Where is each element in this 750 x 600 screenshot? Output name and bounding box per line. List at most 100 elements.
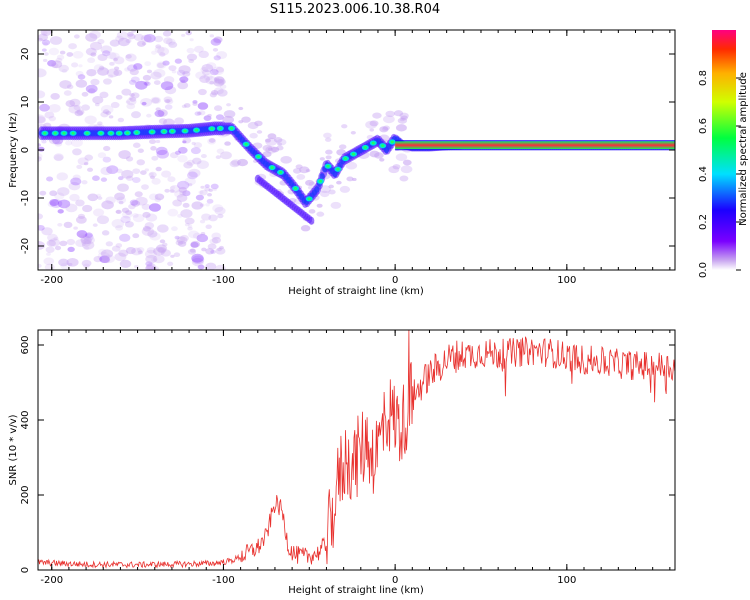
noise-speckle <box>114 66 120 71</box>
noise-speckle <box>75 79 88 88</box>
noise-speckle <box>90 52 97 57</box>
noise-speckle <box>222 115 235 124</box>
noise-speckle <box>118 37 130 47</box>
noise-speckle <box>134 191 143 198</box>
noise-speckle <box>182 71 191 77</box>
spectrogram-y-tick-label: 20 <box>20 48 31 61</box>
noise-speckle <box>51 63 59 69</box>
ridge-knot-core <box>218 127 222 130</box>
noise-speckle <box>188 58 195 64</box>
noise-speckle <box>209 80 214 85</box>
noise-speckle <box>182 190 191 197</box>
ridge-knot-core <box>183 129 187 133</box>
noise-speckle <box>137 250 143 255</box>
noise-speckle <box>132 233 140 239</box>
ridge-knot-core <box>43 131 47 135</box>
noise-speckle <box>197 111 202 116</box>
noise-speckle <box>72 50 84 59</box>
noise-speckle <box>174 117 185 125</box>
noise-speckle <box>277 142 283 146</box>
noise-speckle <box>176 69 186 76</box>
noise-speckle <box>129 199 139 206</box>
ridge-knot-core <box>62 131 66 135</box>
noise-speckle <box>183 103 191 108</box>
noise-speckle <box>141 42 147 46</box>
noise-speckle <box>170 254 175 258</box>
noise-speckle <box>101 50 111 57</box>
noise-speckle <box>146 263 156 270</box>
noise-speckle <box>186 53 198 61</box>
noise-speckle <box>187 183 193 187</box>
noise-speckle <box>341 124 348 129</box>
noise-speckle <box>42 42 49 47</box>
noise-speckle <box>82 263 90 269</box>
noise-speckle <box>90 78 100 86</box>
noise-speckle <box>205 203 210 207</box>
noise-speckle <box>210 249 216 254</box>
noise-speckle <box>78 233 86 239</box>
noise-speckle <box>179 190 187 196</box>
colorbar-tick-label: 0.8 <box>698 70 709 86</box>
noise-speckle <box>144 168 150 172</box>
noise-speckle <box>325 155 332 160</box>
noise-speckle <box>265 137 278 146</box>
noise-speckle <box>203 115 212 121</box>
noise-speckle <box>156 244 167 253</box>
noise-speckle <box>100 177 108 182</box>
noise-speckle <box>196 160 209 169</box>
noise-speckle <box>197 264 205 270</box>
noise-speckle <box>369 120 379 127</box>
noise-speckle <box>149 172 154 176</box>
noise-speckle <box>188 168 201 178</box>
noise-speckle <box>105 241 113 247</box>
noise-speckle <box>38 33 48 41</box>
noise-speckle <box>60 262 70 270</box>
noise-speckle <box>177 240 187 247</box>
colorbar: 0.0 0.2 0.4 0.6 0.8 Normalized spectral ampl… <box>698 30 749 278</box>
noise-speckle <box>85 47 97 56</box>
noise-speckle <box>145 254 158 264</box>
noise-speckle <box>98 248 107 255</box>
noise-speckle <box>87 57 96 64</box>
snr-ticks: -200 -100 0 100 0 200 400 600 <box>20 330 675 586</box>
noise-speckle <box>107 74 114 79</box>
noise-speckle <box>38 143 41 147</box>
noise-speckle <box>151 97 160 104</box>
ridge-knot-core <box>53 131 57 135</box>
noise-speckle <box>399 118 405 122</box>
noise-speckle <box>54 245 62 251</box>
noise-speckle <box>118 200 124 205</box>
noise-speckle <box>176 194 188 202</box>
noise-speckle <box>72 148 82 156</box>
noise-speckle <box>109 52 120 60</box>
noise-speckle <box>241 116 251 123</box>
noise-speckle <box>147 230 158 238</box>
snr-y-tick-label: 0 <box>20 567 31 573</box>
noise-speckle <box>125 246 136 255</box>
noise-speckle <box>46 239 56 247</box>
noise-speckle <box>201 69 211 76</box>
noise-speckle <box>395 153 408 161</box>
noise-speckle <box>38 224 45 231</box>
noise-speckle <box>172 199 183 207</box>
noise-speckle <box>215 66 225 73</box>
noise-speckle <box>164 86 177 95</box>
noise-speckle <box>208 188 213 192</box>
noise-speckle <box>117 183 129 192</box>
noise-speckle <box>79 234 90 242</box>
noise-speckle <box>328 184 334 189</box>
noise-speckle <box>164 188 170 193</box>
noise-speckle <box>156 61 167 69</box>
noise-speckle <box>101 200 114 210</box>
noise-speckle <box>66 84 74 90</box>
noise-speckle <box>388 165 400 174</box>
noise-speckle <box>175 240 184 246</box>
noise-speckle <box>153 68 166 78</box>
noise-speckle <box>109 39 120 47</box>
noise-speckle <box>114 192 125 201</box>
noise-speckle <box>212 188 217 192</box>
noise-speckle <box>97 38 105 45</box>
noise-speckle <box>183 161 193 169</box>
noise-speckle <box>115 209 122 215</box>
noise-speckle <box>100 166 113 176</box>
